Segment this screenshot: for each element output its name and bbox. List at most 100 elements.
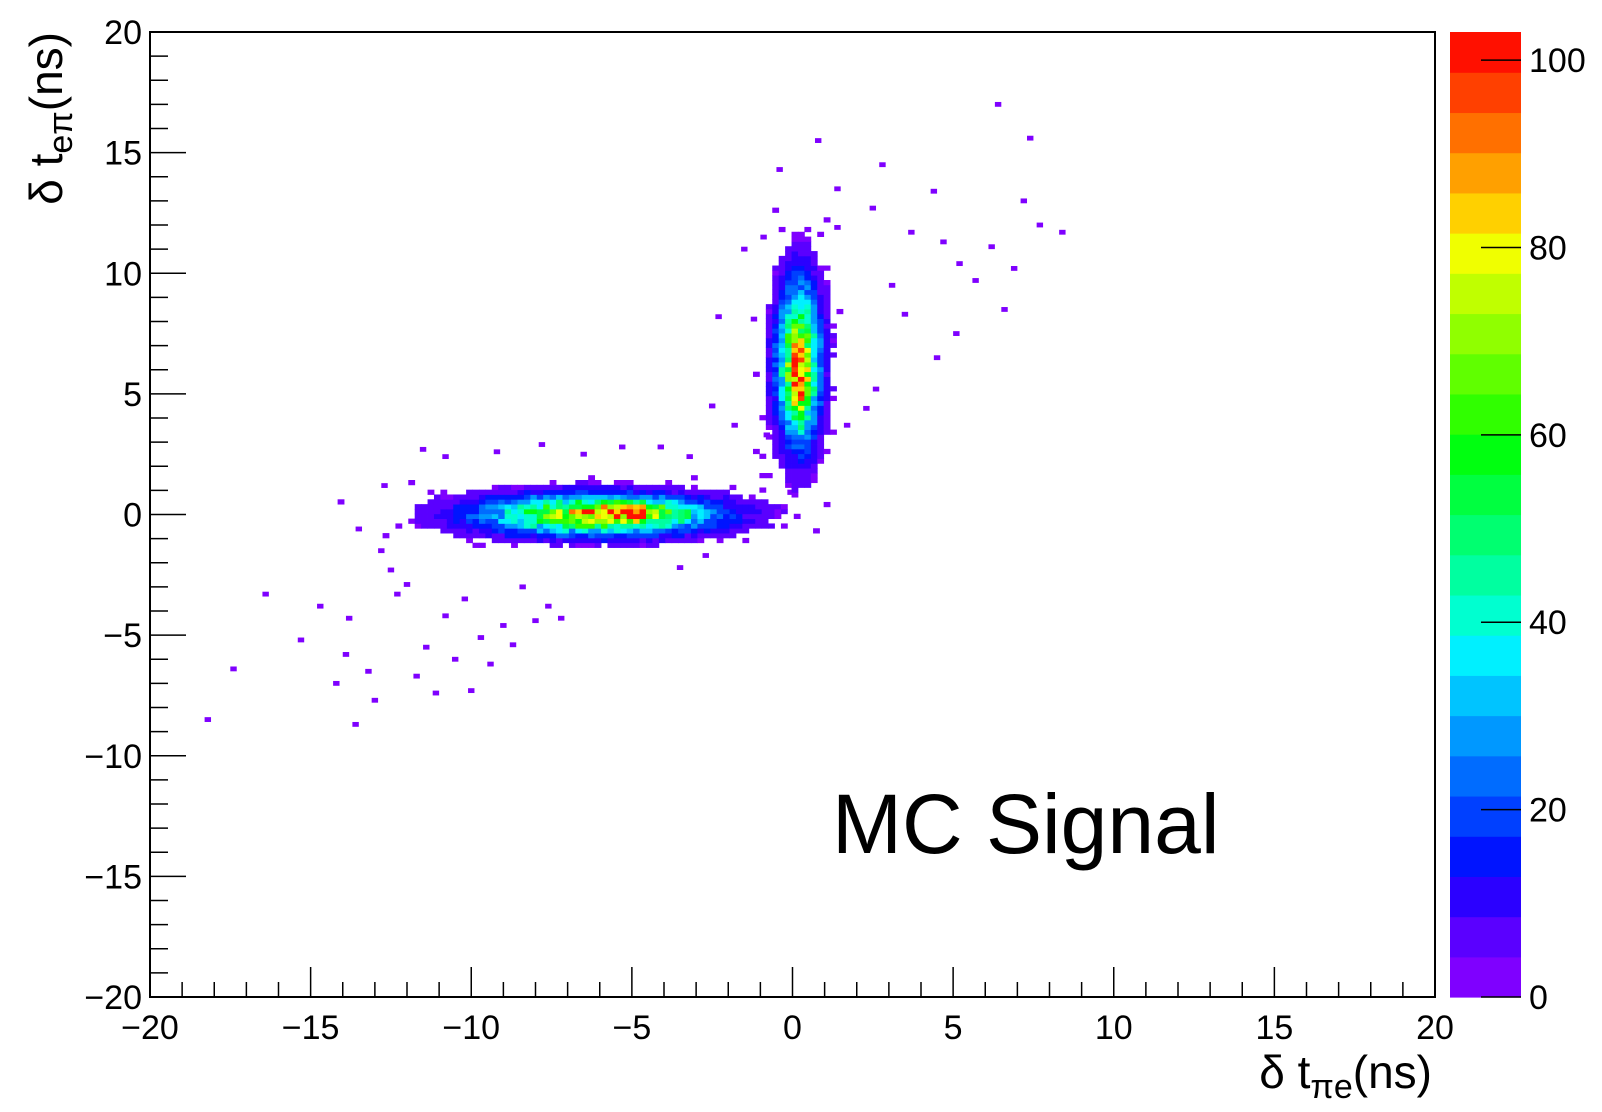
heatmap-cell <box>678 513 685 520</box>
heatmap-cell <box>804 444 812 450</box>
heatmap-cell <box>658 513 666 520</box>
heatmap-cell <box>613 484 621 491</box>
heatmap-cell <box>785 362 792 368</box>
heatmap-cell <box>778 371 786 377</box>
heatmap-cell <box>639 508 647 515</box>
heatmap-cell <box>671 504 679 510</box>
x-tick-label: 5 <box>944 1009 963 1047</box>
heatmap-cell <box>797 352 805 358</box>
heatmap-cell <box>530 508 538 515</box>
heatmap-cell <box>804 468 812 474</box>
heatmap-cell <box>477 635 485 640</box>
heatmap-cell <box>810 448 818 455</box>
heatmap-cell <box>594 518 602 524</box>
heatmap-cell <box>549 528 557 534</box>
heatmap-cell <box>778 405 786 411</box>
heatmap-cell <box>639 494 647 500</box>
heatmap-cell <box>690 499 698 505</box>
color-bar-band <box>1450 32 1521 73</box>
heatmap-cell <box>804 366 812 373</box>
heatmap-cell <box>791 400 799 406</box>
heatmap-cell <box>594 523 602 529</box>
heatmap-cell <box>466 508 473 515</box>
heatmap-cell <box>804 251 812 257</box>
y-tick-label: −15 <box>84 858 142 896</box>
heatmap-cell <box>791 246 799 252</box>
heatmap-cell <box>797 381 805 387</box>
heatmap-cell <box>485 489 493 495</box>
heatmap-cell <box>785 390 792 397</box>
heatmap-cell <box>594 533 602 539</box>
heatmap-cell <box>594 499 602 505</box>
heatmap-cell <box>697 489 705 495</box>
heatmap-cell <box>791 241 799 247</box>
heatmap-cell <box>581 537 589 544</box>
color-bar-band <box>1450 675 1521 717</box>
heatmap-cell <box>697 533 705 539</box>
heatmap-cell <box>817 313 825 320</box>
heatmap-cell <box>588 504 596 510</box>
heatmap-cell <box>810 294 818 300</box>
heatmap-cell <box>613 480 621 486</box>
heatmap-cell <box>581 518 589 524</box>
heatmap-cell <box>823 501 831 508</box>
heatmap-cell <box>742 508 750 515</box>
heatmap-cell <box>297 637 305 643</box>
heatmap-cell <box>620 489 628 495</box>
heatmap-cell <box>408 480 416 486</box>
heatmap-cell <box>716 504 724 510</box>
heatmap-cell <box>575 518 583 524</box>
heatmap-cell <box>504 528 512 534</box>
heatmap-cell <box>785 328 792 334</box>
heatmap-cell <box>797 275 805 281</box>
heatmap-cell <box>780 523 788 529</box>
heatmap-cell <box>665 499 673 505</box>
heatmap-cell <box>778 463 786 469</box>
heatmap-cell <box>530 533 538 539</box>
heatmap-cell <box>755 518 763 524</box>
heatmap-cell <box>581 528 589 534</box>
color-bar <box>1450 32 1521 998</box>
heatmap-cell <box>710 513 718 520</box>
heatmap-cell <box>613 504 621 510</box>
heatmap-cell <box>607 518 615 524</box>
heatmap-cell <box>778 429 786 435</box>
heatmap-cell <box>440 523 448 529</box>
heatmap-cell <box>772 415 780 421</box>
heatmap-cell <box>760 234 767 240</box>
color-bar-band <box>1450 233 1521 274</box>
heatmap-cell <box>772 284 780 291</box>
x-axis-ticks <box>149 967 1436 997</box>
heatmap-cell <box>382 533 390 539</box>
heatmap-cell <box>823 429 831 435</box>
heatmap-cell <box>778 395 786 402</box>
heatmap-cell <box>810 444 818 450</box>
heatmap-cell <box>778 333 786 339</box>
heatmap-cell <box>804 284 812 291</box>
heatmap-cell <box>817 318 825 324</box>
heatmap-cell <box>530 494 538 500</box>
heatmap-cell <box>797 395 805 402</box>
heatmap-cell <box>394 591 401 597</box>
heatmap-cell <box>658 533 666 539</box>
heatmap-cell <box>817 323 825 329</box>
heatmap-cell <box>504 513 512 520</box>
heatmap-cell <box>785 376 792 382</box>
heatmap-cell <box>333 680 340 686</box>
heatmap-cell <box>823 265 831 271</box>
x-tick-label: −15 <box>282 1009 340 1047</box>
heatmap-cell <box>797 265 805 271</box>
x-tick-label: 0 <box>783 1009 802 1047</box>
heatmap-cell <box>772 299 780 305</box>
heatmap-cell <box>639 542 647 548</box>
heatmap-cell <box>491 533 499 539</box>
heatmap-cell <box>511 518 518 524</box>
heatmap-cell <box>378 548 385 554</box>
heatmap-cell <box>562 513 570 520</box>
color-bar-band <box>1450 393 1521 435</box>
heatmap-cell <box>778 419 786 426</box>
heatmap-cell <box>504 499 512 505</box>
heatmap-cell <box>953 331 960 336</box>
heatmap-cell <box>472 523 480 529</box>
heatmap-cell <box>478 504 486 510</box>
